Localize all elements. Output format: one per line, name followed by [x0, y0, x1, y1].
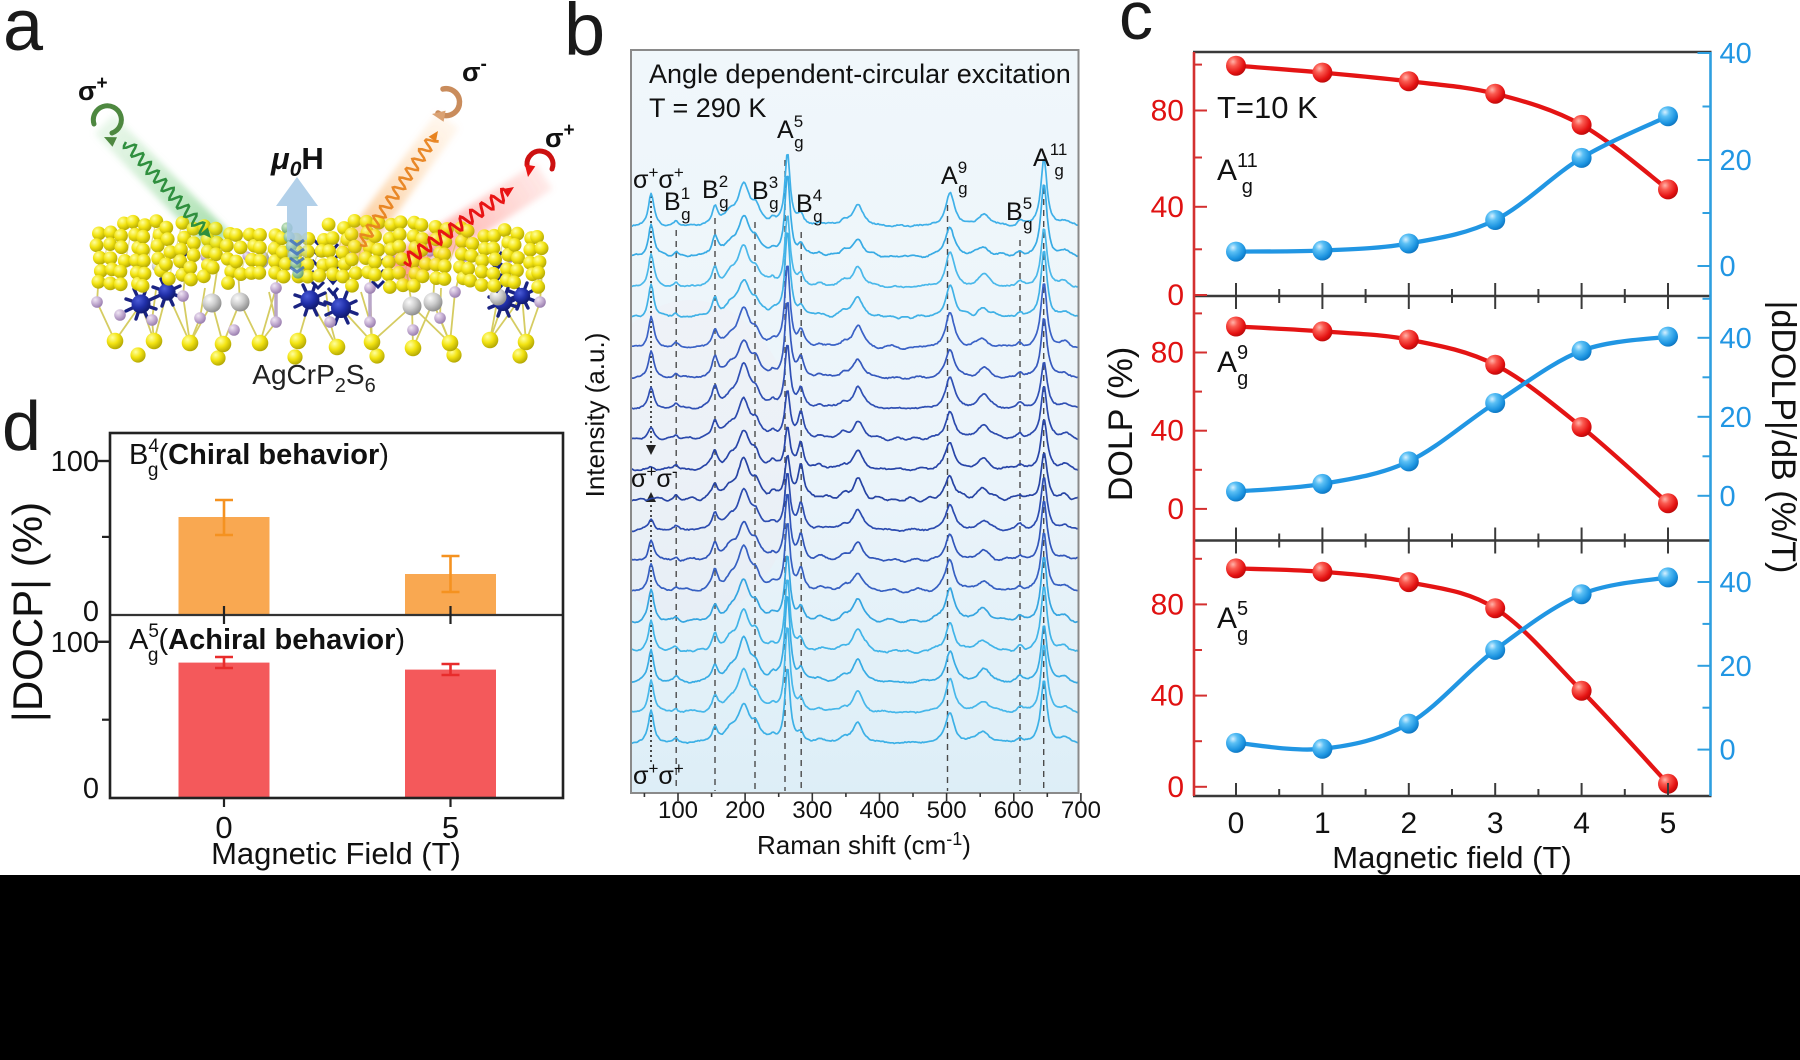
svg-text:5: 5: [1660, 807, 1677, 840]
svg-text:0: 0: [1228, 807, 1245, 840]
svg-text:Magnetic field (T): Magnetic field (T): [1332, 840, 1571, 875]
svg-text:5: 5: [442, 810, 459, 845]
svg-text:40: 40: [1720, 38, 1752, 70]
svg-text:2: 2: [1400, 807, 1417, 840]
svg-text:DOLP (%): DOLP (%): [1102, 347, 1140, 501]
svg-text:Raman shift (cm-1): Raman shift (cm-1): [757, 829, 971, 860]
svg-text:|DOCP| (%): |DOCP| (%): [4, 502, 51, 722]
svg-text:400: 400: [859, 797, 899, 824]
svg-text:500: 500: [927, 797, 967, 824]
svg-text:300: 300: [792, 797, 832, 824]
svg-text:40: 40: [1720, 323, 1752, 355]
svg-text:μ0H: μ0H: [270, 141, 324, 181]
svg-text:b: b: [564, 0, 605, 71]
svg-text:0: 0: [1167, 771, 1184, 804]
svg-text:T = 290 K: T = 290 K: [649, 93, 766, 123]
svg-text:1: 1: [1314, 807, 1331, 840]
svg-text:80: 80: [1151, 337, 1184, 370]
svg-text:40: 40: [1151, 415, 1184, 448]
svg-text:100: 100: [51, 627, 99, 659]
svg-text:40: 40: [1151, 680, 1184, 713]
svg-text:3: 3: [1487, 807, 1504, 840]
svg-text:d: d: [2, 387, 41, 465]
svg-text:0: 0: [83, 596, 99, 628]
svg-text:|dDOLP|/dB (%/T): |dDOLP|/dB (%/T): [1764, 301, 1800, 574]
svg-text:200: 200: [725, 797, 765, 824]
svg-text:0: 0: [1720, 251, 1736, 283]
svg-text:0: 0: [1167, 279, 1184, 312]
svg-text:100: 100: [51, 446, 99, 478]
svg-text:4: 4: [1573, 807, 1590, 840]
svg-text:c: c: [1119, 0, 1153, 54]
svg-text:0: 0: [1720, 735, 1736, 767]
svg-text:20: 20: [1720, 402, 1752, 434]
svg-text:0: 0: [1167, 493, 1184, 526]
svg-text:Angle dependent-circular excit: Angle dependent-circular excitation: [649, 59, 1071, 89]
svg-text:0: 0: [83, 773, 99, 805]
svg-text:100: 100: [658, 797, 698, 824]
svg-text:T=10 K: T=10 K: [1217, 90, 1318, 125]
svg-text:20: 20: [1720, 651, 1752, 683]
svg-text:40: 40: [1151, 191, 1184, 224]
svg-text:Magnetic Field (T): Magnetic Field (T): [211, 836, 461, 871]
svg-text:80: 80: [1151, 588, 1184, 621]
svg-text:a: a: [3, 0, 44, 66]
svg-text:20: 20: [1720, 145, 1752, 177]
svg-text:600: 600: [994, 797, 1034, 824]
svg-text:40: 40: [1720, 567, 1752, 599]
svg-text:0: 0: [1720, 481, 1736, 513]
svg-text:700: 700: [1061, 797, 1101, 824]
svg-text:80: 80: [1151, 95, 1184, 128]
svg-text:0: 0: [215, 810, 232, 845]
svg-text:Intensity (a.u.): Intensity (a.u.): [580, 333, 610, 498]
